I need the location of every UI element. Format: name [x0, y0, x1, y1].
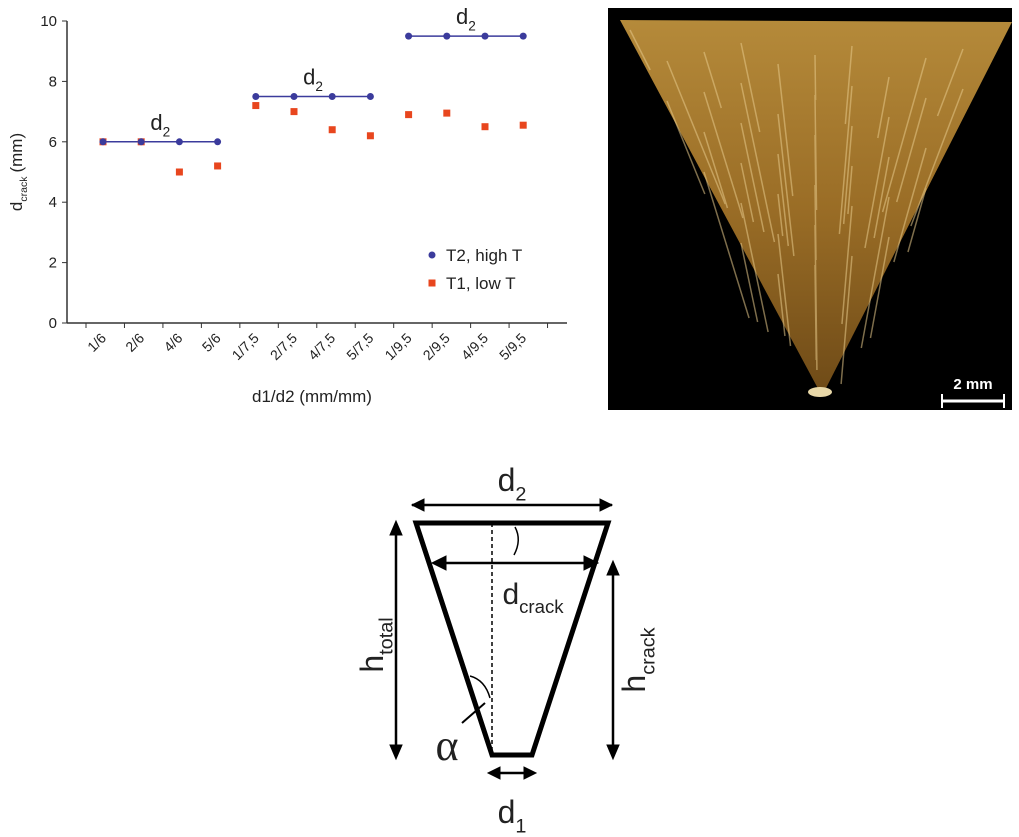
annotation-main: d — [150, 110, 162, 135]
point — [176, 138, 183, 145]
annotation-sub: 2 — [315, 79, 323, 94]
annotation-main: d — [303, 65, 315, 90]
x-tick-label: 5/7,5 — [343, 330, 376, 363]
x-tick-label: 2/6 — [122, 330, 147, 355]
diagram-label-main: d — [498, 794, 516, 830]
figure: 2 mm02468101/62/64/65/61/7,52/7,54/7,55/… — [0, 0, 1019, 837]
point — [100, 138, 107, 145]
diagram-label: hcrack — [616, 627, 660, 692]
photo — [608, 8, 1012, 410]
x-tick-label: 1/6 — [84, 330, 109, 355]
diagram-label-sub: crack — [638, 627, 660, 674]
x-tick-label: 5/6 — [199, 330, 224, 355]
point — [405, 33, 412, 40]
diagram-label-main: d — [498, 462, 516, 498]
point — [214, 162, 221, 169]
x-tick-label: 4/9,5 — [458, 330, 491, 363]
diagram-label-main: α — [435, 721, 458, 770]
point — [482, 33, 489, 40]
diagram-label: d1 — [498, 794, 527, 837]
y-tick-label: 8 — [49, 73, 57, 90]
point — [329, 93, 336, 100]
point — [252, 93, 259, 100]
legend-label: T2, high T — [446, 246, 522, 265]
annotation-main: d — [456, 4, 468, 29]
x-tick-label: 5/9,5 — [496, 330, 529, 363]
x-tick-label: 2/7,5 — [267, 330, 300, 363]
point — [429, 280, 436, 287]
diagram-label-main: h — [354, 655, 390, 673]
point — [176, 169, 183, 176]
point — [214, 138, 221, 145]
point — [443, 110, 450, 117]
diagram-label-sub: 1 — [515, 816, 526, 837]
diagram-label-main: d — [502, 578, 519, 611]
annotation: d2 — [150, 110, 170, 140]
x-tick-label: 1/9,5 — [381, 330, 414, 363]
annotation: d2 — [456, 4, 476, 34]
x-tick-label: 4/7,5 — [305, 330, 338, 363]
point — [520, 122, 527, 129]
point — [291, 93, 298, 100]
diagram-label: dcrack — [502, 578, 564, 617]
y-tick-label: 4 — [49, 194, 57, 211]
diagram — [390, 499, 619, 779]
diagram-label-sub: total — [376, 617, 398, 654]
x-tick-label: 2/9,5 — [420, 330, 453, 363]
point — [329, 126, 336, 133]
point — [482, 123, 489, 130]
scale-bar-label: 2 mm — [953, 376, 992, 393]
x-axis-label: d1/d2 (mm/mm) — [252, 387, 372, 406]
y-axis-label: dcrack (mm) — [7, 133, 30, 211]
diagram-label: α — [435, 721, 458, 770]
point — [520, 33, 527, 40]
point — [429, 252, 436, 259]
y-axis-label-sub: crack — [18, 176, 30, 202]
y-tick-label: 6 — [49, 134, 57, 151]
point — [367, 93, 374, 100]
y-tick-label: 0 — [49, 315, 57, 332]
annotation: d2 — [303, 65, 323, 95]
point — [367, 132, 374, 139]
point — [405, 111, 412, 118]
y-axis-label-unit: (mm) — [7, 133, 26, 173]
y-tick-label: 2 — [49, 255, 57, 272]
diagram-label-main: h — [616, 675, 652, 693]
diagram-label-sub: crack — [519, 596, 564, 617]
point — [291, 108, 298, 115]
diagram-label: d2 — [498, 462, 527, 506]
x-tick-label: 4/6 — [160, 330, 185, 355]
annotation-sub: 2 — [468, 19, 476, 34]
point — [443, 33, 450, 40]
x-tick-label: 1/7,5 — [229, 330, 262, 363]
point — [138, 138, 145, 145]
diagram-label-sub: 2 — [515, 484, 526, 506]
y-axis-label-main: d — [7, 202, 26, 211]
y-tick-label: 10 — [40, 13, 57, 30]
diagram-label: htotal — [354, 617, 398, 672]
point — [252, 102, 259, 109]
annotation-sub: 2 — [163, 124, 171, 139]
legend-label: T1, low T — [446, 274, 516, 293]
